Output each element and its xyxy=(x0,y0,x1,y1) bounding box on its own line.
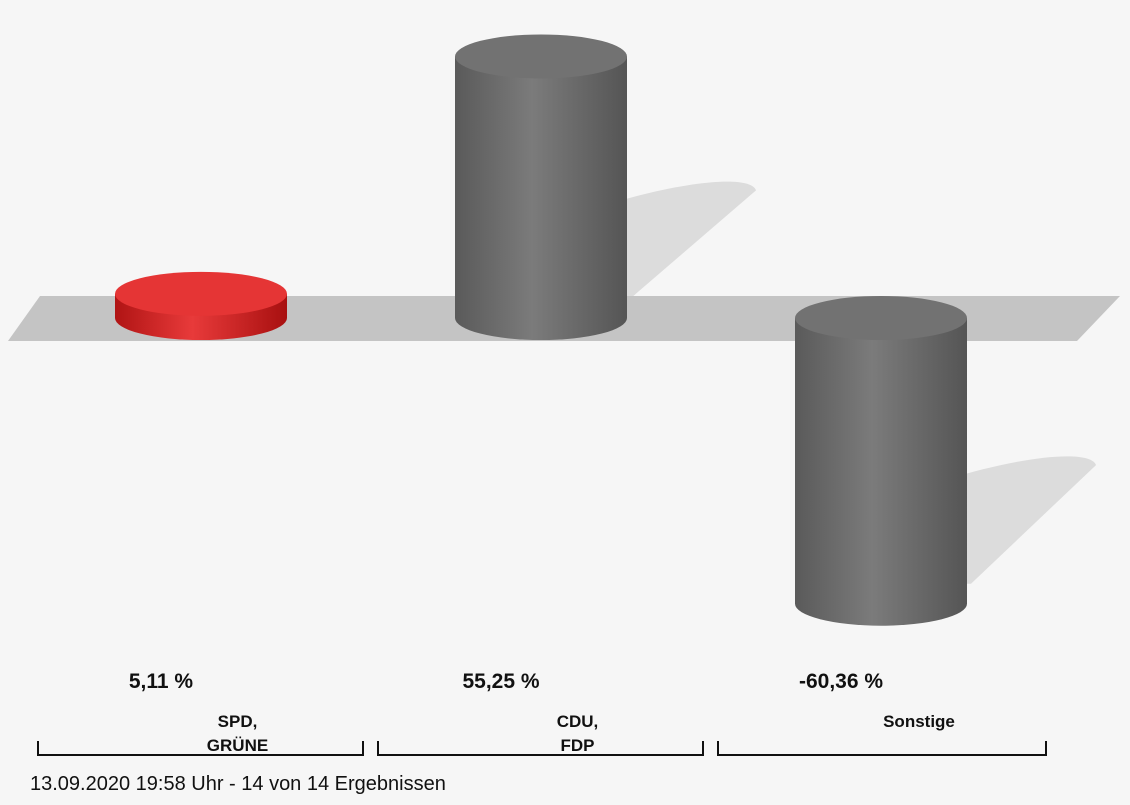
bars xyxy=(115,34,967,626)
value-label-2: -60,36 % xyxy=(799,670,883,693)
value-label-1: 55,25 % xyxy=(462,670,539,693)
bar-cap-1 xyxy=(455,34,627,79)
bar-2 xyxy=(795,318,967,626)
category-label-1-0: CDU, xyxy=(557,712,599,731)
value-labels: 5,11 % 55,25 % -60,36 % xyxy=(129,670,883,693)
category-label-1-1: FDP xyxy=(561,736,595,755)
category-bracket-1 xyxy=(377,741,704,756)
bar-cap-0 xyxy=(115,271,287,316)
bar-shadow xyxy=(621,181,756,298)
bar-1 xyxy=(455,56,627,340)
category-label-0-0: SPD, xyxy=(218,712,258,731)
bar-cap-2 xyxy=(795,296,967,340)
category-bracket-2 xyxy=(717,741,1047,756)
category-label-2-0: Sonstige xyxy=(883,712,955,731)
value-label-0: 5,11 % xyxy=(129,670,194,693)
bar-shadows xyxy=(621,181,1096,584)
category-label-0-1: GRÜNE xyxy=(207,736,268,755)
category-brackets xyxy=(37,741,1047,756)
category-labels: SPD, GRÜNE CDU, FDP Sonstige xyxy=(207,712,955,755)
category-bracket-0 xyxy=(37,741,364,756)
footer-status-text: 13.09.2020 19:58 Uhr - 14 von 14 Ergebni… xyxy=(30,773,446,795)
bar-shadow xyxy=(961,456,1096,584)
